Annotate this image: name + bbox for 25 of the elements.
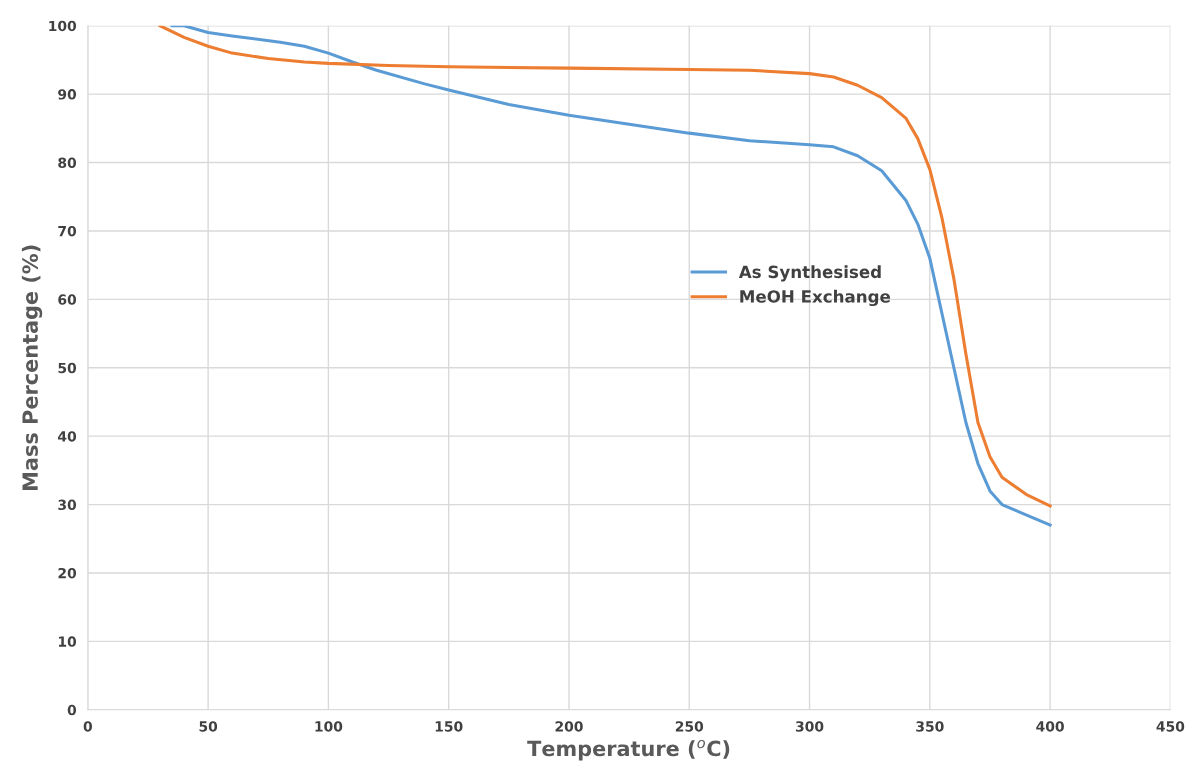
y-tick-label: 50 [58,362,77,374]
y-tick-label: 0 [67,704,77,716]
x-tick-label: 300 [795,721,824,732]
y-tick-label: 20 [58,567,77,579]
x-tick-label: 200 [555,721,583,732]
x-tick-label: 350 [916,721,944,732]
legend-label: MeOH Exchange [740,289,891,307]
y-tick-label: 40 [58,431,77,442]
y-tick-label: 100 [49,20,77,32]
x-tick-label: 150 [435,721,463,732]
y-tick-label: 70 [58,225,77,237]
y-tick-label: 80 [58,157,77,169]
y-axis-title: Mass Percentage (%) [21,245,43,490]
x-axis-title: Temperature ($^{o}$C) [527,739,730,761]
y-tick-label: 30 [58,499,77,511]
x-tick-label: 50 [199,721,218,732]
x-tick-label: 0 [83,721,93,732]
legend-label: As Synthesised [738,265,881,282]
x-tick-label: 400 [1036,721,1064,732]
x-tick-label: 250 [675,721,704,732]
x-tick-label: 100 [315,721,343,732]
y-tick-label: 60 [58,294,77,305]
y-tick-label: 10 [58,636,77,647]
x-tick-label: 450 [1156,721,1185,732]
y-tick-label: 90 [58,89,77,100]
